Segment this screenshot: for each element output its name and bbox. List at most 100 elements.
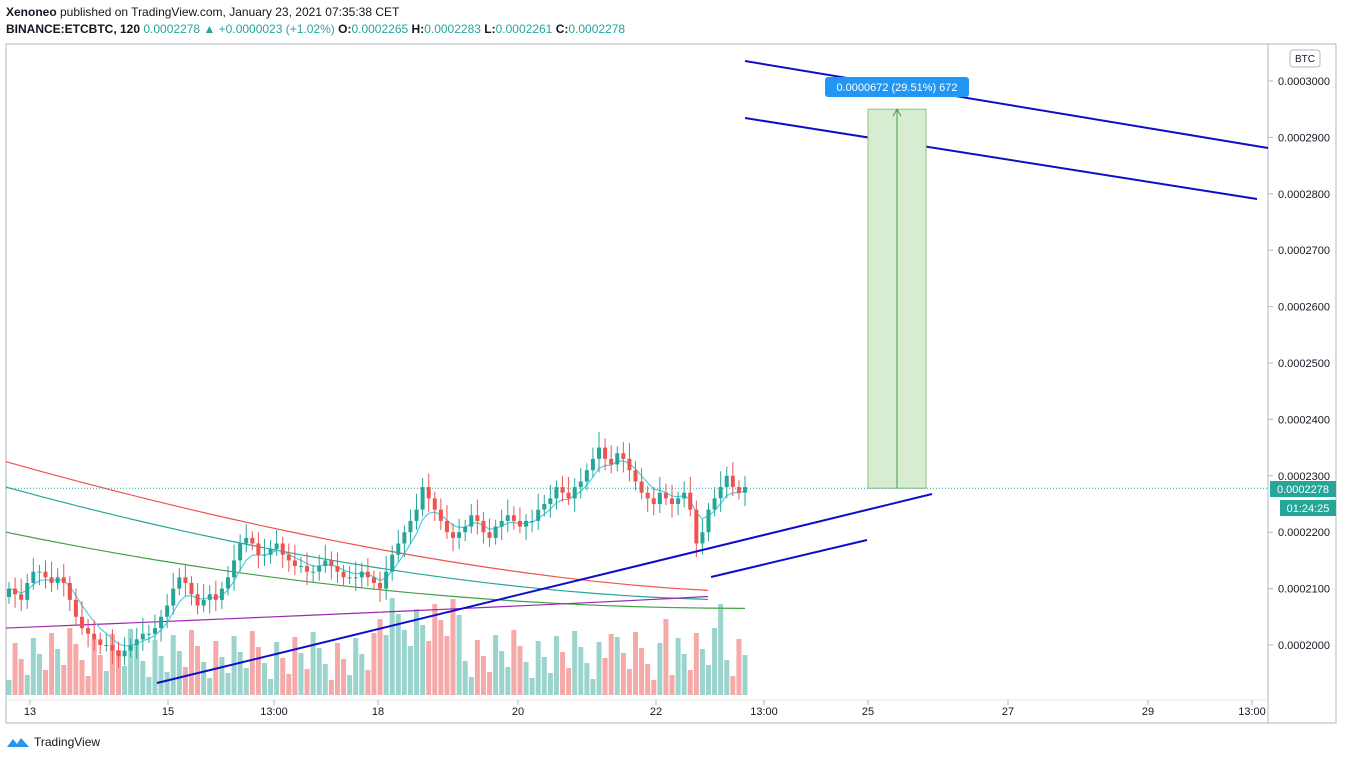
channel-top-line[interactable] [744,60,1269,149]
volume-bar [146,677,152,695]
candle-body [517,520,522,527]
candle-body [98,639,103,645]
volume-bar [134,645,140,695]
chart-frame [5,43,1337,724]
volume-bar [474,640,480,695]
candle-body [743,487,747,493]
volume-bar [24,675,30,695]
volume-bar [706,665,712,695]
y-tick-label: 0.0003000 [1278,76,1330,88]
volume-bar [657,643,663,695]
volume-bar [596,642,602,695]
candle-body [730,475,735,488]
candle-body [621,453,626,459]
candle-body [298,566,303,568]
y-axis-ticks: 0.0003000 0.0002900 0.0002800 0.0002700 0.00… [1268,76,1330,652]
volume-bar [602,658,608,695]
candle-body [633,470,638,482]
support-trendline-lower[interactable] [156,493,933,684]
candle-body [609,458,614,465]
support-trendline-upper[interactable] [710,539,868,578]
volume-bar [176,651,182,695]
volume-bar [310,632,316,695]
volume-bar [61,665,67,695]
candle-body [554,487,559,499]
volume-bar [438,620,444,695]
volume-bar [444,636,450,695]
volume-bar [334,643,340,695]
volume-bar [36,654,42,695]
ohlc-line: BINANCE:ETCBTC, 120 0.0002278 ▲ +0.00000… [6,22,625,36]
volume-bar [73,644,79,695]
volume-bar [468,677,474,695]
volume-bar [225,673,231,695]
volume-bar [724,660,730,695]
volume-bar [280,658,286,695]
candle-body [627,458,632,471]
y-tick-label: 0.0002900 [1278,132,1330,144]
candle-body [451,532,456,538]
candle-body [371,577,376,583]
candle-body [524,520,529,527]
x-tick-label: 15 [162,706,174,718]
volume-bar [365,670,371,695]
volume-bar [243,668,249,695]
candle-body [493,526,498,538]
measure-label: 0.0000672 (29.51%) 672 [836,82,957,94]
channel-bottom-line[interactable] [744,117,1258,200]
candle-body [116,650,121,657]
y-tick-label: 0.0002100 [1278,584,1330,596]
x-tick-label: 18 [372,706,384,718]
volume-bar [341,659,347,695]
candle-body [457,532,462,538]
candle-body [323,560,328,567]
publisher-user[interactable]: Xenoneo [6,5,57,19]
volume-bars [6,598,748,695]
candle-body [432,498,437,510]
ma-purple-line [5,595,709,629]
brand-name: TradingView [34,735,101,749]
candle-body [511,515,516,521]
candle-body [396,543,401,555]
volume-bar [407,646,413,695]
volume-bar [541,657,547,695]
candle-body [73,599,78,617]
ma-teal-line [5,486,709,600]
measure-arrow-head [892,108,902,117]
candle-body [189,582,194,595]
candle-body [542,504,547,510]
candle-body [37,571,42,573]
candle-body [548,498,553,504]
volume-bar [182,667,188,695]
y-tick-label: 0.0002500 [1278,358,1330,370]
candle-body [244,537,249,544]
ma-green-line [5,531,746,609]
candle-body [128,645,133,651]
candle-body [262,554,267,556]
volume-bar [158,656,164,695]
price-range-tool[interactable]: 0.0000672 (29.51%) 672 [825,77,969,489]
candle-body [426,487,431,499]
volume-bar [30,638,36,695]
candle-body [195,594,200,606]
volume-bar [85,676,91,695]
candle-body [694,509,699,544]
candle-body [92,633,97,640]
candle-body [43,571,48,578]
candle-body [152,628,157,634]
candle-body [530,520,535,522]
candle-body [110,645,115,651]
candle-body [505,515,510,521]
close-label: C: [555,22,569,36]
candle-body [49,577,54,583]
candle-body [487,532,492,538]
footer-brand[interactable]: TradingView [6,735,100,749]
volume-bar [547,673,553,695]
open-label: O: [338,22,352,36]
volume-bar [122,666,128,695]
last-price-label: 0.0002278 [1277,484,1329,496]
trendlines[interactable] [156,60,1269,684]
currency-badge: BTC [1289,49,1321,68]
candle-body [305,566,310,572]
